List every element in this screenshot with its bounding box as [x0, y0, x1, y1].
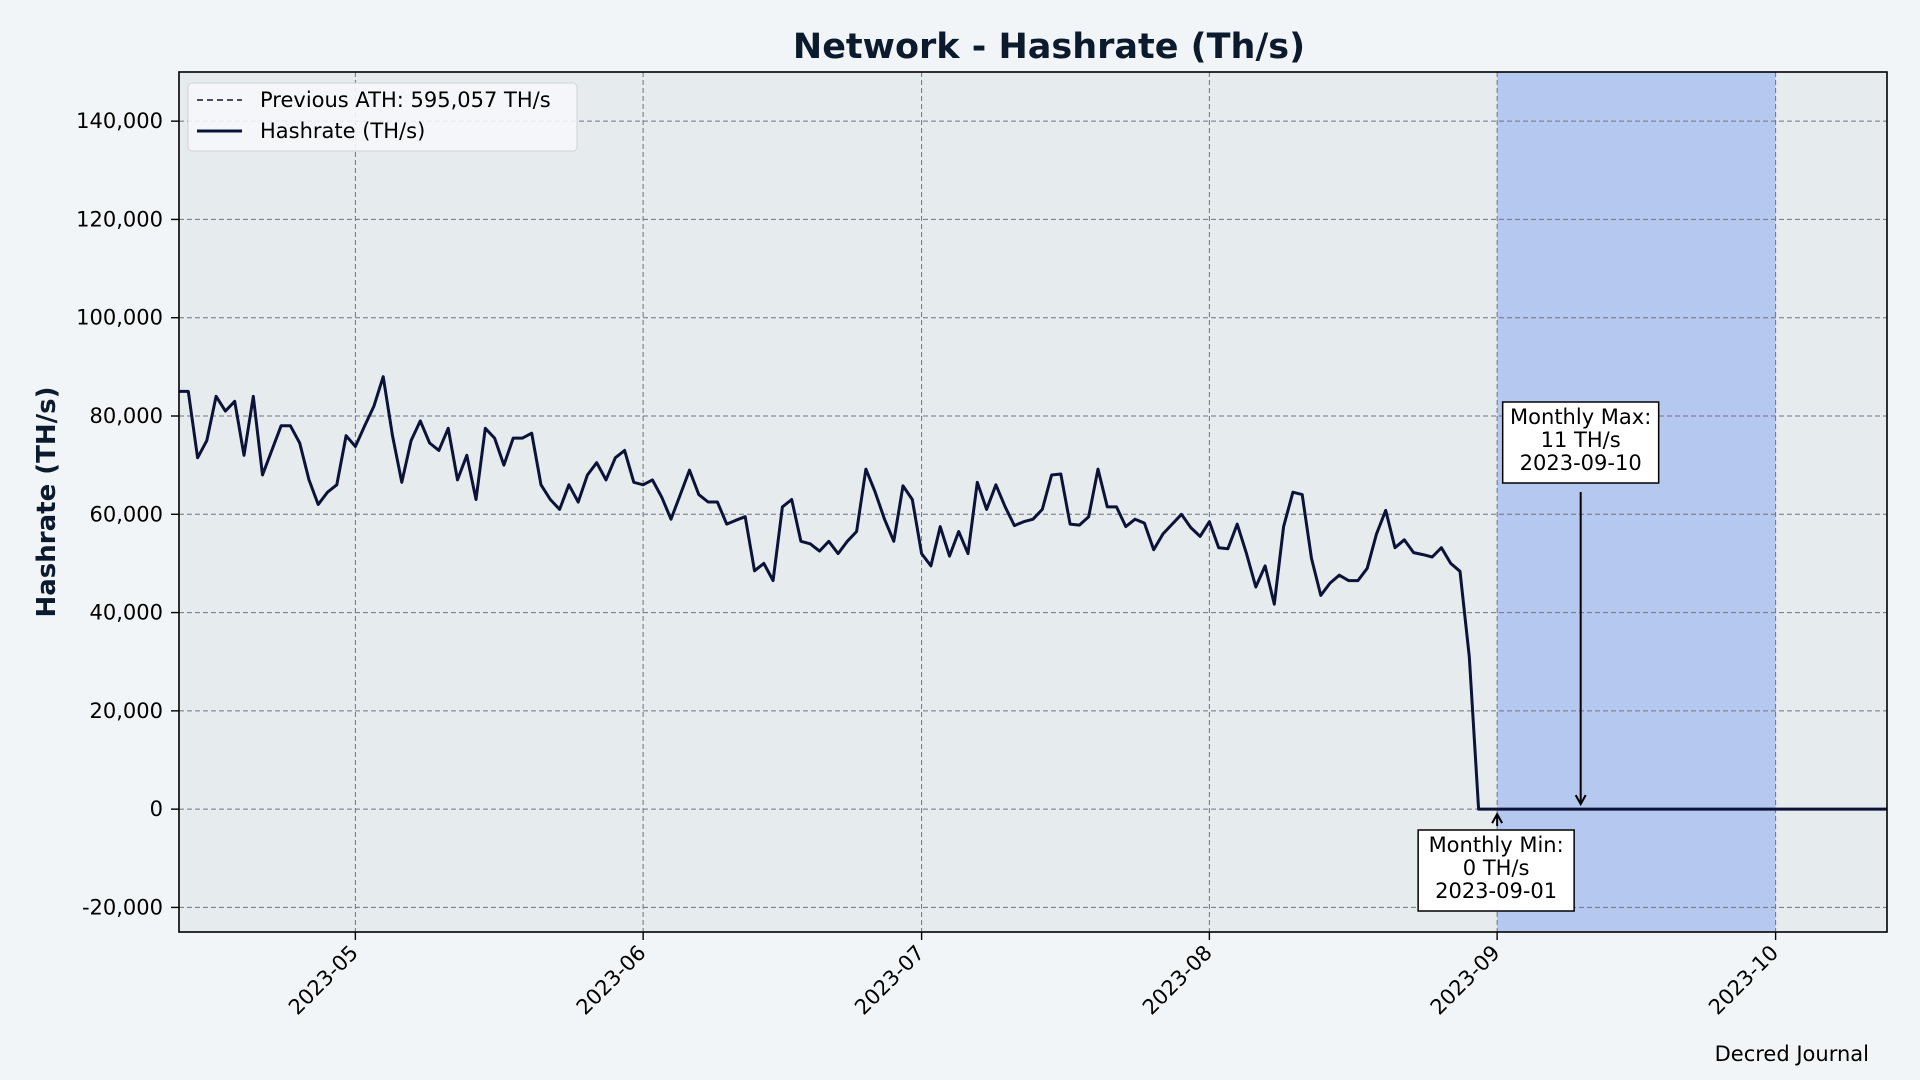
- annotation-max-arrow-head: [1574, 794, 1587, 807]
- y-tick-label: -20,000: [82, 895, 163, 919]
- y-axis-label: Hashrate (TH/s): [32, 386, 62, 617]
- y-tick-label: 0: [150, 797, 163, 821]
- annotation-max-text: Monthly Max:: [1510, 405, 1651, 429]
- annotation-min-text: 0 TH/s: [1463, 856, 1530, 880]
- annotation-min-text: Monthly Min:: [1429, 833, 1564, 857]
- highlight-span: [1497, 72, 1776, 932]
- x-tick-label: 2023-10: [1704, 941, 1783, 1020]
- x-tick-label: 2023-06: [572, 941, 651, 1020]
- y-tick-label: 120,000: [76, 207, 163, 231]
- y-tick-label: 20,000: [90, 699, 163, 723]
- x-tick-label: 2023-09: [1426, 941, 1505, 1020]
- y-tick-label: 140,000: [76, 109, 163, 133]
- legend-label-ath: Previous ATH: 595,057 TH/s: [260, 88, 551, 112]
- y-axis-ticks: -20,000 0 20,000 40,000 60,000 80,000 100,000 1…: [76, 109, 179, 919]
- annotation-min-text: 2023-09-01: [1435, 879, 1557, 903]
- series-line-hashrate: [179, 375, 1887, 811]
- series-layer: [179, 375, 1887, 811]
- annotation-min-box: [1417, 829, 1575, 912]
- x-tick-label: 2023-07: [850, 941, 929, 1020]
- legend-box: [187, 82, 578, 152]
- y-tick-label: 40,000: [90, 601, 163, 625]
- annotation-max-text: 2023-09-10: [1520, 451, 1642, 475]
- chart-title: Network - Hashrate (Th/s): [793, 27, 1305, 67]
- y-tick-label: 60,000: [90, 502, 163, 526]
- plot-frame: [178, 71, 1888, 933]
- annotation-max-text: 11 TH/s: [1541, 428, 1621, 452]
- x-tick-label: 2023-08: [1138, 941, 1217, 1020]
- footer-credit: Decred Journal: [1715, 1042, 1869, 1066]
- y-tick-label: 100,000: [76, 306, 163, 330]
- legend: Previous ATH: 595,057 TH/s Hashrate (TH/…: [187, 82, 578, 152]
- annotation-min-arrow-head: [1491, 812, 1504, 824]
- x-tick-label: 2023-05: [284, 941, 363, 1020]
- highlight-span-layer: [1497, 72, 1776, 932]
- y-tick-label: 80,000: [90, 404, 163, 428]
- annotation-max-box: [1501, 401, 1660, 484]
- x-axis-ticks: 2023-05 2023-06 2023-07 2023-08 2023-09 2023-…: [284, 932, 1783, 1020]
- legend-label-hashrate: Hashrate (TH/s): [260, 119, 425, 143]
